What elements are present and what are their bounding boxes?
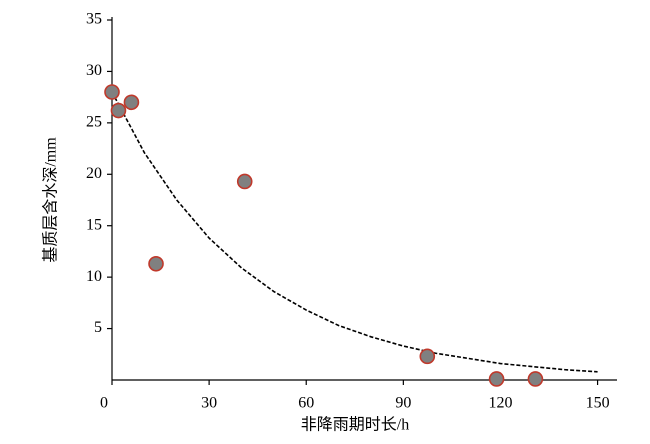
x-tick-label: 30 — [201, 395, 217, 412]
x-tick-label: 150 — [586, 395, 610, 412]
point — [236, 173, 253, 190]
trendline — [111, 91, 598, 373]
point — [527, 371, 544, 387]
y-axis-label: 基质层含水深/mm — [42, 137, 60, 263]
point — [488, 371, 505, 387]
point — [148, 255, 164, 272]
y-tick-label: 20 — [86, 165, 102, 182]
y-tick-label: 10 — [86, 268, 102, 285]
x-tick-label: 90 — [395, 395, 411, 412]
point — [123, 94, 140, 111]
x-tick-label: 60 — [298, 395, 314, 412]
point — [419, 348, 436, 365]
point — [104, 84, 120, 100]
y-tick-label: 30 — [86, 62, 102, 79]
y-tick-label: 5 — [94, 319, 102, 336]
y-tick-label: 35 — [86, 11, 102, 28]
x-tick-label: 120 — [488, 395, 512, 412]
x-axis-label: 非降雨期时长/h — [301, 416, 409, 434]
point — [110, 102, 127, 119]
x-tick-label: 0 — [100, 395, 108, 412]
y-tick-label: 15 — [86, 216, 102, 233]
y-tick-label: 25 — [86, 114, 102, 131]
